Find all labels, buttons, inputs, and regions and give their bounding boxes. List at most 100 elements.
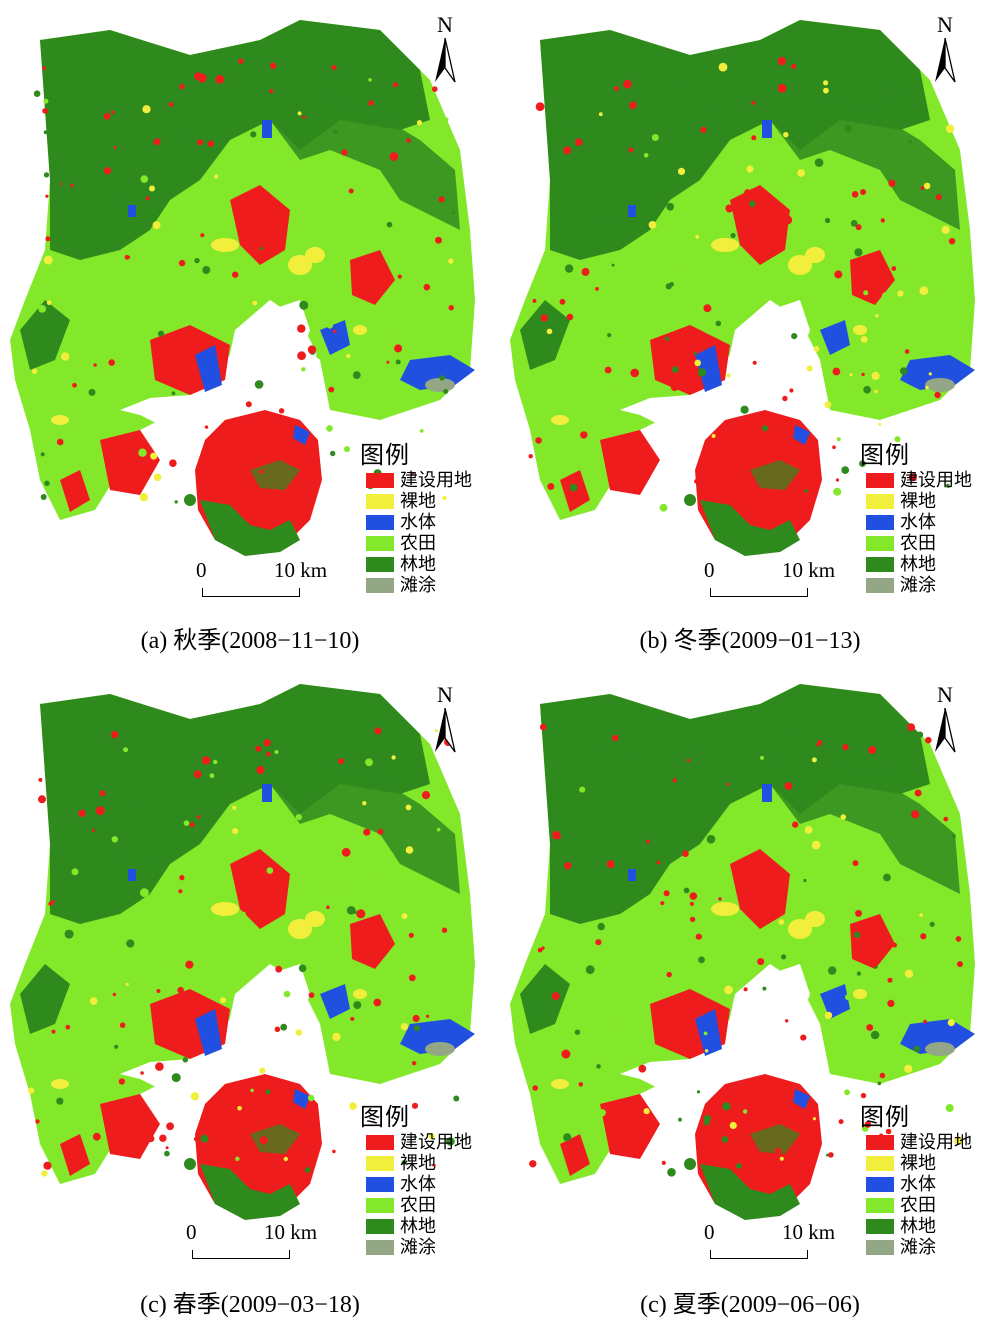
land-speckle: [448, 305, 454, 311]
land-speckle: [35, 1119, 40, 1124]
land-area-water: [293, 1089, 310, 1109]
land-speckle: [299, 300, 309, 310]
scale-start: 0: [196, 558, 207, 582]
land-speckle: [852, 860, 859, 867]
land-speckle: [237, 1106, 242, 1111]
land-speckle: [784, 1114, 788, 1118]
land-speckle: [639, 928, 649, 938]
land-speckle: [897, 290, 904, 297]
land-speckle: [166, 1122, 175, 1131]
land-speckle: [824, 401, 832, 409]
land-speckle: [140, 888, 149, 897]
land-speckle: [729, 1121, 737, 1130]
land-speckle: [252, 300, 258, 306]
land-speckle: [103, 113, 111, 120]
land-speckle: [742, 1109, 748, 1114]
land-speckle: [609, 382, 615, 388]
land-speckle: [943, 816, 949, 822]
land-speckle: [864, 1121, 872, 1128]
land-area-bare: [305, 247, 325, 263]
land-speckle: [123, 747, 129, 753]
land-speckle: [245, 401, 252, 408]
legend-label: 农田: [400, 1195, 436, 1216]
land-speckle: [155, 1062, 164, 1071]
land-speckle: [435, 236, 442, 244]
land-area-water: [695, 1009, 722, 1056]
land-speckle: [237, 442, 244, 449]
scale-start: 0: [186, 1220, 197, 1244]
land-area-bare: [51, 415, 69, 425]
legend-label: 裸地: [900, 1153, 936, 1174]
legend-label: 建设用地: [900, 1132, 972, 1153]
land-speckle: [934, 391, 941, 399]
legend-item: 农田: [366, 533, 498, 554]
land-speckle: [235, 1156, 240, 1161]
land-speckle: [709, 1112, 718, 1121]
land-speckle: [386, 221, 393, 228]
land-speckle: [164, 967, 169, 972]
land-speckle: [532, 1085, 538, 1091]
land-speckle: [432, 86, 438, 92]
land-speckle: [880, 218, 885, 223]
land-speckle: [721, 1136, 729, 1143]
land-speckle: [744, 189, 751, 196]
land-speckle: [908, 140, 912, 144]
land-speckle: [43, 255, 53, 265]
land-area-water: [320, 320, 350, 355]
land-speckle: [841, 466, 850, 474]
land-speckle: [873, 279, 881, 287]
land-speckle: [604, 366, 612, 374]
land-speckle: [333, 329, 337, 334]
land-speckle: [395, 359, 401, 365]
land-speckle: [613, 1021, 621, 1029]
land-speckle: [945, 1104, 954, 1112]
north-arrow: N: [925, 682, 965, 753]
land-speckle: [891, 266, 897, 271]
land-speckle: [213, 759, 218, 765]
land-area-built-up: [100, 1094, 160, 1159]
land-speckle: [750, 188, 754, 192]
land-area-forest: [770, 95, 960, 230]
land-speckle: [596, 1064, 601, 1069]
land-speckle: [928, 372, 932, 376]
land-speckle: [689, 892, 698, 900]
bay-water: [620, 964, 810, 1094]
legend-label: 林地: [900, 554, 936, 575]
land-speckle: [114, 1044, 119, 1049]
land-speckle: [779, 1156, 784, 1161]
land-speckle: [362, 801, 367, 806]
land-speckle: [760, 488, 765, 493]
land-area-built-up: [350, 250, 395, 305]
map-panel-b: N 图例 建设用地 裸地 水体 农田 林地 滩涂 0 10 km (b) 冬季(…: [500, 0, 1000, 664]
legend-label: 滩涂: [400, 575, 436, 596]
legend-label: 裸地: [900, 491, 936, 512]
legend-label: 滩涂: [900, 575, 936, 596]
land-speckle: [634, 95, 638, 100]
land-speckle: [328, 884, 335, 892]
land-speckle: [111, 836, 119, 843]
legend-item: 林地: [866, 554, 998, 575]
land-speckle: [581, 267, 590, 276]
land-speckle: [859, 460, 866, 467]
land-speckle: [836, 437, 841, 442]
land-speckle: [95, 999, 103, 1007]
land-speckle: [439, 375, 445, 381]
land-speckle: [356, 909, 366, 919]
land-speckle: [307, 1094, 315, 1102]
land-speckle: [783, 132, 789, 138]
land-area-bare: [788, 919, 812, 939]
north-arrow: N: [925, 12, 965, 83]
land-speckle: [670, 383, 679, 391]
land-speckle: [580, 431, 588, 439]
land-speckle: [423, 283, 431, 291]
legend-swatch: [366, 1156, 394, 1171]
land-area-bare: [211, 902, 239, 916]
legend-item: 裸地: [366, 1153, 498, 1174]
land-area-forest: [540, 20, 930, 260]
land-speckle: [781, 954, 787, 960]
land-speckle: [141, 856, 148, 863]
land-speckle: [546, 328, 553, 335]
legend-item: 滩涂: [866, 575, 998, 596]
land-speckle: [350, 1016, 355, 1021]
land-speckle: [202, 486, 209, 493]
